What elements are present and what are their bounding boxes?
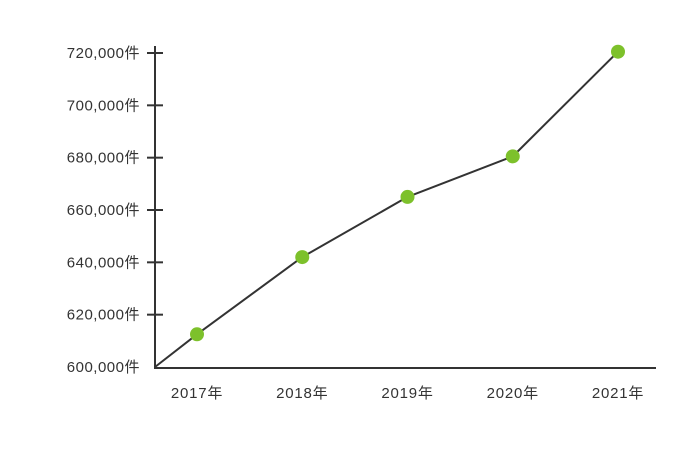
data-point <box>400 189 415 204</box>
axes <box>154 46 656 369</box>
x-tick-label: 2020年 <box>487 385 539 402</box>
data-point <box>295 250 310 265</box>
x-tick-label: 2017年 <box>171 385 223 402</box>
x-axis-ticks: 2017年 2018年 2019年 2020年 2021年 <box>171 385 644 402</box>
x-tick-label: 2018年 <box>276 385 328 402</box>
y-tick-label: 680,000件 <box>67 150 140 167</box>
data-point <box>190 327 204 342</box>
y-axis-ticks: 600,000件 620,000件 640,000件 660,000件 680,000件… <box>67 45 163 376</box>
y-tick-label: 720,000件 <box>67 45 140 62</box>
x-tick-label: 2021年 <box>592 385 644 402</box>
y-tick-label: 700,000件 <box>67 97 140 114</box>
y-tick-label: 600,000件 <box>67 359 140 376</box>
series-line-group <box>154 50 619 368</box>
data-points <box>190 44 625 342</box>
y-tick-label: 640,000件 <box>67 254 140 271</box>
y-tick-label: 620,000件 <box>67 307 140 324</box>
data-point <box>505 149 520 164</box>
y-tick-label: 660,000件 <box>67 202 140 219</box>
x-tick-label: 2019年 <box>381 385 433 402</box>
series-line <box>154 50 619 368</box>
data-point <box>611 44 625 59</box>
